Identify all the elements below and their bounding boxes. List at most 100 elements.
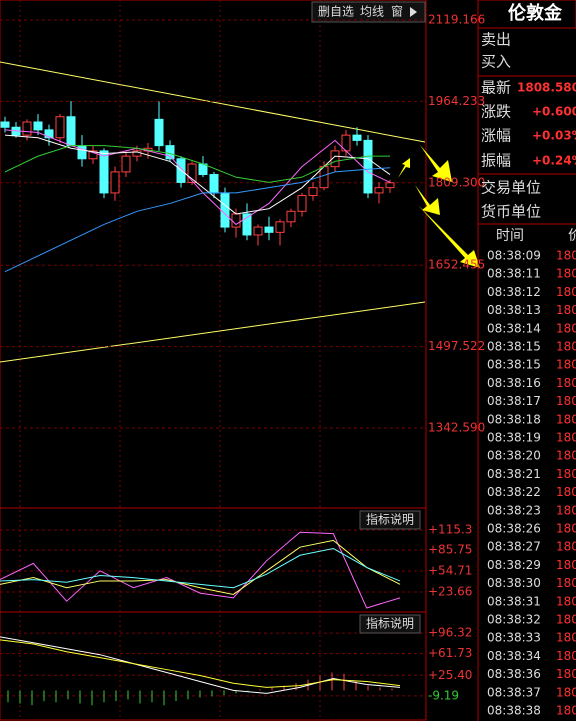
tick-time: 08:38:37 — [487, 685, 541, 699]
tick-time: 08:38:19 — [487, 431, 541, 445]
table-header: 价 — [568, 228, 576, 244]
tick-price: 180 — [556, 704, 576, 718]
y-tick-label: +23.66 — [428, 584, 472, 598]
toolbar-arrow[interactable] — [410, 7, 417, 17]
toolbar — [311, 1, 426, 23]
quote-label: 最新 — [481, 79, 511, 97]
tick-price: 180 — [556, 394, 576, 408]
ma-line — [4, 134, 391, 215]
quote-label: 交易单位 — [481, 179, 541, 197]
candle-body — [231, 213, 241, 228]
tick-price: 180 — [556, 431, 576, 445]
tick-price: 180 — [556, 321, 576, 335]
indicator-button[interactable] — [359, 510, 421, 530]
candle-body — [55, 116, 65, 139]
quote-label: 涨跌 — [481, 103, 511, 121]
y-tick-label: +25.40 — [428, 668, 472, 682]
tick-price: 180 — [556, 485, 576, 499]
toolbar-button[interactable]: 删自选 — [318, 5, 354, 19]
candle-body — [154, 118, 164, 147]
candle-body — [44, 129, 54, 139]
y-tick-label: +85.75 — [428, 543, 472, 557]
y-tick-label: 1652.455 — [428, 258, 485, 272]
tick-price: 180 — [556, 594, 576, 608]
tick-price: 180 — [556, 685, 576, 699]
quote-label: 振幅 — [481, 152, 511, 170]
tick-price: 180 — [556, 340, 576, 354]
candle-body — [253, 226, 263, 236]
candle-body — [264, 226, 274, 233]
tick-time: 08:38:09 — [487, 249, 541, 263]
indicator-title[interactable]: 指标说明 — [366, 512, 414, 527]
indicator-line — [0, 639, 401, 688]
candle-body — [187, 163, 197, 183]
quote-value: +0.600 — [532, 105, 576, 119]
tick-price: 180 — [556, 467, 576, 481]
candle-body — [352, 134, 362, 141]
tick-price: 180 — [556, 449, 576, 463]
tick-time: 08:38:34 — [487, 649, 541, 663]
tick-price: 180 — [556, 576, 576, 590]
candle-body — [165, 145, 175, 160]
y-tick-label: +61.73 — [428, 646, 472, 660]
y-tick-label: 1964.233 — [428, 94, 485, 108]
y-tick-label: 1497.522 — [428, 339, 485, 353]
indicator-line — [0, 531, 401, 609]
candle-body — [99, 150, 109, 194]
candle-body — [66, 116, 76, 147]
y-tick-label: 1342.590 — [428, 420, 485, 434]
candle-body — [330, 150, 340, 168]
toolbar-button[interactable]: 窗 — [391, 5, 403, 19]
quote-title-box — [477, 0, 576, 29]
tick-price: 180 — [556, 249, 576, 263]
tick-time: 08:38:23 — [487, 503, 541, 517]
tick-time: 08:38:15 — [487, 340, 541, 354]
candle-body — [0, 121, 10, 128]
quote-value: +0.03% — [532, 129, 576, 143]
chart-frame — [0, 0, 427, 721]
quote-value: +0.24% — [532, 154, 576, 168]
tick-price: 180 — [556, 613, 576, 627]
candle-body — [363, 139, 373, 194]
tick-time: 08:38:30 — [487, 576, 541, 590]
candle-body — [297, 195, 307, 212]
tick-time: 08:38:15 — [487, 358, 541, 372]
candle-body — [110, 171, 120, 194]
indicator-title[interactable]: 指标说明 — [366, 616, 414, 631]
toolbar-button[interactable]: 均线 — [360, 5, 384, 19]
table-header: 时间 — [496, 228, 524, 244]
candle-body — [385, 182, 395, 189]
tick-time: 08:38:13 — [487, 303, 541, 317]
tick-time: 08:38:29 — [487, 558, 541, 572]
candle-body — [275, 221, 285, 233]
indicator-button[interactable] — [359, 614, 421, 634]
trend-line — [0, 61, 426, 143]
tick-time: 08:38:31 — [487, 594, 541, 608]
candle-body — [286, 210, 296, 223]
v-grid — [19, 0, 321, 720]
candle-body — [121, 155, 131, 173]
tick-time: 08:38:17 — [487, 394, 541, 408]
quote-title: 伦敦金 — [508, 2, 563, 24]
tick-time: 08:38:12 — [487, 285, 541, 299]
tick-time: 08:38:26 — [487, 522, 541, 536]
tick-price: 180 — [556, 303, 576, 317]
quote-label: 货币单位 — [481, 203, 541, 221]
y-tick-label: 1809.300 — [428, 175, 485, 189]
candle-body — [33, 121, 43, 131]
ma-line — [4, 145, 390, 183]
candle-body — [209, 174, 219, 194]
tick-time: 08:38:32 — [487, 613, 541, 627]
ma-line — [4, 167, 391, 273]
tick-price: 180 — [556, 503, 576, 517]
candle-body — [220, 192, 230, 228]
y-tick-label: +54.71 — [428, 564, 472, 578]
candle-body — [77, 145, 87, 160]
indicator-line — [0, 547, 401, 589]
tick-price: 180 — [556, 649, 576, 663]
indicator-line — [0, 636, 401, 694]
trend-line — [0, 301, 426, 363]
y-tick-label: 2119.166 — [428, 12, 485, 26]
tick-time: 08:38:21 — [487, 467, 541, 481]
